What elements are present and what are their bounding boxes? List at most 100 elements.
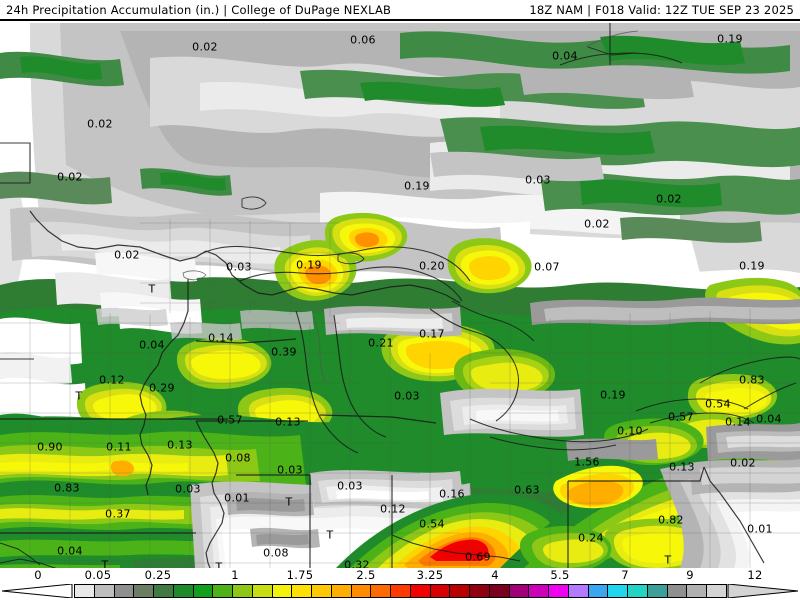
precip-label: 0.01	[224, 491, 250, 505]
colorbar-swatch[interactable]	[488, 584, 510, 598]
colorbar-swatch[interactable]	[449, 584, 471, 598]
precip-label: 0.13	[275, 415, 301, 429]
precip-label: 0.07	[534, 260, 560, 274]
colorbar-swatch[interactable]	[607, 584, 629, 598]
colorbar-swatch[interactable]	[113, 584, 135, 598]
precip-label: 0.03	[337, 479, 363, 493]
colorbar-swatch[interactable]	[587, 584, 609, 598]
colorbar-swatches[interactable]	[0, 584, 800, 598]
precip-label: 0.19	[717, 32, 743, 46]
precip-label: 0.13	[669, 460, 695, 474]
colorbar[interactable]: 0 0.05 0.25 1 1.75 2.5 3.25 4 5.5 7 9 12	[0, 568, 800, 600]
precip-label: 0.20	[419, 259, 445, 273]
precip-label: 0.19	[739, 259, 765, 273]
colorbar-tick-labels: 0 0.05 0.25 1 1.75 2.5 3.25 4 5.5 7 9 12	[0, 568, 800, 583]
precip-label: 0.16	[439, 487, 465, 501]
colorbar-swatch[interactable]	[311, 584, 332, 598]
colorbar-tick: 0.25	[144, 568, 172, 582]
precip-label: T	[664, 553, 672, 567]
colorbar-tick: 1.75	[286, 568, 314, 582]
colorbar-swatch[interactable]	[508, 584, 530, 598]
precip-label: 0.06	[350, 33, 376, 47]
colorbar-swatch[interactable]	[271, 584, 293, 598]
colorbar-tick: 5.5	[550, 568, 570, 582]
colorbar-tick: 9	[686, 568, 694, 582]
precip-label: T	[101, 558, 109, 569]
colorbar-tick: 7	[621, 568, 629, 582]
precip-label: 0.57	[668, 410, 694, 424]
precip-label: 0.83	[739, 373, 765, 387]
precip-label: 0.63	[514, 483, 540, 497]
colorbar-swatch[interactable]	[232, 584, 253, 598]
colorbar-tick: 1	[231, 568, 239, 582]
colorbar-extend-low-arrow	[1, 584, 73, 598]
precip-label: T	[215, 560, 223, 569]
precip-label: 0.14	[725, 415, 751, 429]
precip-label: 0.19	[404, 179, 430, 193]
colorbar-swatch[interactable]	[567, 584, 589, 598]
precip-label: 0.24	[578, 531, 604, 545]
colorbar-swatch[interactable]	[686, 584, 708, 598]
colorbar-swatch[interactable]	[390, 584, 411, 598]
precip-label: 0.57	[217, 413, 243, 427]
colorbar-swatch[interactable]	[291, 584, 313, 598]
precip-label: 0.04	[552, 49, 578, 63]
precip-label: 0.11	[106, 440, 132, 454]
precip-label: T	[148, 282, 156, 296]
colorbar-swatch[interactable]	[192, 584, 214, 598]
precip-label: 0.54	[705, 397, 731, 411]
precip-label: 0.03	[525, 173, 551, 187]
colorbar-swatch[interactable]	[528, 584, 550, 598]
precip-label: 0.14	[208, 331, 234, 345]
precip-label: 0.02	[584, 217, 610, 231]
colorbar-swatch[interactable]	[172, 584, 194, 598]
precip-label: T	[75, 389, 83, 403]
colorbar-swatch[interactable]	[548, 584, 569, 598]
colorbar-swatch[interactable]	[74, 584, 95, 598]
colorbar-swatch[interactable]	[133, 584, 155, 598]
colorbar-swatch[interactable]	[330, 584, 352, 598]
precip-label: 0.21	[368, 336, 394, 350]
precip-label: 0.02	[656, 192, 682, 206]
colorbar-swatch[interactable]	[666, 584, 688, 598]
colorbar-swatch[interactable]	[646, 584, 668, 598]
precip-label: 0.04	[57, 544, 83, 558]
precip-label: 0.02	[192, 40, 218, 54]
colorbar-tick: 2.5	[356, 568, 376, 582]
precip-label: T	[326, 528, 334, 542]
colorbar-swatch[interactable]	[153, 584, 174, 598]
colorbar-tick: 12	[747, 568, 763, 582]
colorbar-swatch[interactable]	[469, 584, 490, 598]
precip-label: 0.02	[57, 170, 83, 184]
precip-label: 0.13	[167, 438, 193, 452]
precip-contour-fill	[0, 23, 800, 568]
colorbar-swatch[interactable]	[409, 584, 431, 598]
precip-label: 0.19	[600, 388, 626, 402]
colorbar-swatch[interactable]	[370, 584, 392, 598]
precip-label: 0.03	[277, 463, 303, 477]
colorbar-extend-high-arrow	[727, 584, 799, 598]
colorbar-swatch[interactable]	[350, 584, 372, 598]
precip-label: 0.19	[296, 258, 322, 272]
precip-label: 0.04	[756, 412, 782, 426]
precip-label: 0.08	[263, 546, 289, 560]
precip-label: 0.37	[105, 507, 131, 521]
precip-label: 0.10	[617, 424, 643, 438]
colorbar-swatch[interactable]	[429, 584, 451, 598]
precip-label: 1.56	[574, 455, 600, 469]
precip-label: 0.69	[465, 550, 491, 564]
precip-label: 0.39	[271, 345, 297, 359]
precip-label: 0.12	[380, 502, 406, 516]
colorbar-swatch[interactable]	[627, 584, 648, 598]
colorbar-swatch[interactable]	[251, 584, 273, 598]
colorbar-swatch[interactable]	[93, 584, 115, 598]
precip-label: 0.29	[149, 381, 175, 395]
colorbar-swatch[interactable]	[212, 584, 234, 598]
precip-label: 0.02	[87, 117, 113, 131]
precip-label: 0.83	[54, 481, 80, 495]
precip-label: 0.12	[99, 373, 125, 387]
precip-label: 0.03	[394, 389, 420, 403]
colorbar-swatch[interactable]	[706, 584, 727, 598]
precipitation-map[interactable]: 0.02 0.06 0.04 0.19 0.02 0.02 0.19 0.03 0.02 0.02…	[0, 23, 800, 568]
